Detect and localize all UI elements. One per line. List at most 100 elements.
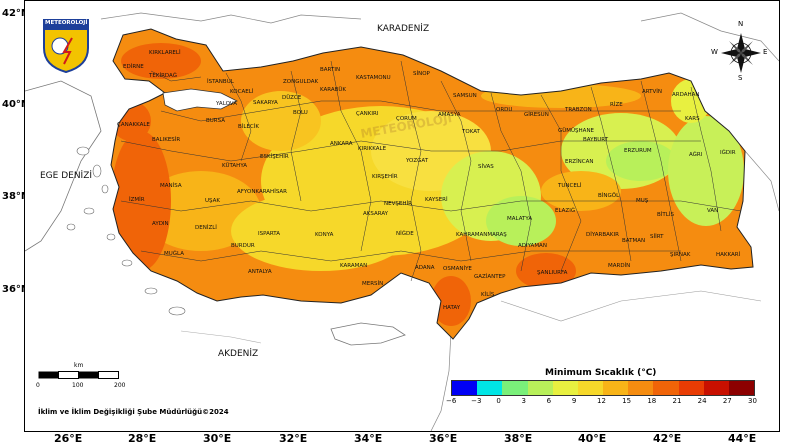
label-giresun: GİRESUN (524, 112, 549, 118)
aegean-islands (66, 146, 186, 316)
label-kutahya: KÜTAHYA (222, 163, 248, 169)
legend-tick-7: 15 (622, 397, 632, 405)
legend-tick-10: 24 (697, 397, 707, 405)
lon-label-28: 28°E (128, 432, 157, 445)
scale-tick-0: 0 (36, 382, 40, 389)
label-duzce: DÜZCE (282, 95, 302, 101)
scale-unit: km (74, 362, 84, 369)
label-artvin: ARTVİN (642, 89, 663, 95)
label-bayburt: BAYBURT (583, 137, 609, 143)
meteoroloji-logo: METEOROLOJİ (42, 14, 90, 74)
label-sirnak: ŞIRNAK (670, 252, 691, 258)
legend-swatch-5 (577, 381, 604, 395)
legend-tick-11: 27 (722, 397, 732, 405)
temperature-field (111, 29, 753, 339)
label-osmaniye: OSMANİYE (443, 266, 472, 272)
syria-iraq-border (500, 290, 762, 322)
compass-s: S (738, 74, 743, 82)
georgia-border (640, 12, 779, 62)
label-agri: AĞRI (689, 152, 703, 158)
lat-label-42: 42°N (2, 8, 30, 19)
label-diyarbakir: DİYARBAKIR (586, 232, 619, 238)
legend-title: Minimum Sıcaklık (°C) (545, 368, 657, 378)
lon-label-40: 40°E (578, 432, 607, 445)
label-mugla: MUĞLA (164, 251, 184, 257)
label-kars: KARS (685, 116, 700, 122)
legend-tick-8: 18 (647, 397, 657, 405)
label-cankiri: ÇANKIRI (356, 111, 379, 117)
label-batman: BATMAN (622, 238, 646, 244)
legend-swatch-9 (678, 381, 704, 395)
label-konya: KONYA (315, 232, 334, 238)
legend-swatch-3 (527, 381, 553, 395)
compass-n: N (738, 20, 744, 28)
legend-tick-0: −6 (446, 397, 457, 405)
label-karaman: KARAMAN (340, 263, 368, 269)
legend-swatch-11 (728, 381, 755, 395)
greece-coastline (25, 80, 102, 252)
credit-text: İklim ve İklim Değişikliği Şube Müdürlüğ… (38, 408, 229, 416)
label-sinop: SİNOP (413, 71, 430, 77)
label-usak: UŞAK (205, 198, 220, 204)
legend-colorbar (451, 380, 755, 396)
label-canakkale: ÇANAKKALE (117, 122, 150, 128)
label-malatya: MALATYA (507, 216, 533, 222)
lon-label-36: 36°E (429, 432, 458, 445)
label-kahramanmaras: KAHRAMANMARAŞ (456, 232, 507, 238)
label-kayseri: KAYSERİ (425, 197, 448, 203)
lon-label-38: 38°E (504, 432, 533, 445)
label-edirne: EDİRNE (123, 64, 144, 70)
label-mardin: MARDİN (608, 263, 631, 269)
lat-label-38: 38°N (2, 191, 30, 202)
sea-label-mediterranean: AKDENİZ (218, 349, 259, 359)
lon-label-32: 32°E (279, 432, 308, 445)
label-adana: ADANA (415, 265, 435, 271)
legend-tick-12: 30 (748, 397, 757, 405)
legend-tick-5: 9 (571, 397, 577, 405)
label-hakkari: HAKKARİ (716, 252, 741, 258)
label-gaziantep: GAZİANTEP (474, 274, 506, 280)
legend-tick-6: 12 (597, 397, 606, 405)
legend-tick-1: −3 (471, 397, 482, 405)
label-balikesir: BALIKESİR (152, 137, 181, 143)
label-ardahan: ARDAHAN (672, 92, 700, 98)
label-izmir: İZMİR (129, 197, 145, 203)
label-bartin: BARTIN (320, 67, 341, 73)
lon-label-42: 42°E (653, 432, 682, 445)
legend-tick-9: 21 (672, 397, 682, 405)
legend-swatch-2 (502, 381, 528, 395)
lon-label-26: 26°E (54, 432, 83, 445)
label-bingol: BİNGÖL (598, 193, 620, 199)
label-mus: MUŞ (636, 198, 649, 204)
label-ordu: ORDU (496, 107, 513, 113)
marmara-sea (162, 88, 238, 112)
map-svg (25, 12, 779, 431)
legend-tick-4: 6 (546, 397, 552, 405)
legend-tick-3: 3 (521, 397, 526, 405)
legend-swatch-4 (552, 381, 578, 395)
label-kirklareli: KIRKLARELİ (149, 50, 181, 56)
label-manisa: MANİSA (160, 183, 182, 189)
label-yalova: YALOVA (216, 101, 237, 107)
label-trabzon: TRABZON (565, 107, 592, 113)
lat-label-36: 36°N (2, 284, 30, 295)
legend-tick-2: 0 (496, 397, 501, 405)
label-kirikkale: KIRIKKALE (358, 146, 387, 152)
label-bolu: BOLU (293, 110, 308, 116)
compass-rose: N S E W (711, 20, 768, 82)
label-bilecik: BİLECİK (238, 124, 260, 130)
label-tokat: TOKAT (462, 129, 480, 135)
compass-w: W (711, 48, 718, 56)
label-afyonkarahisar: AFYONKARAHİSAR (237, 189, 287, 195)
bulgaria-coastline (100, 12, 362, 24)
syria-lebanon-coast (430, 330, 452, 431)
scale-tick-100: 100 (72, 382, 84, 389)
label-kilis: KİLİS (481, 292, 495, 298)
province-boundaries (120, 60, 742, 282)
legend-swatch-1 (477, 381, 503, 395)
label-gumushane: GÜMÜŞHANE (558, 128, 595, 134)
label-nigde: NİĞDE (396, 231, 414, 237)
label-igdir: IĞDIR (720, 150, 736, 156)
lon-label-34: 34°E (354, 432, 383, 445)
label-isparta: ISPARTA (258, 231, 280, 237)
